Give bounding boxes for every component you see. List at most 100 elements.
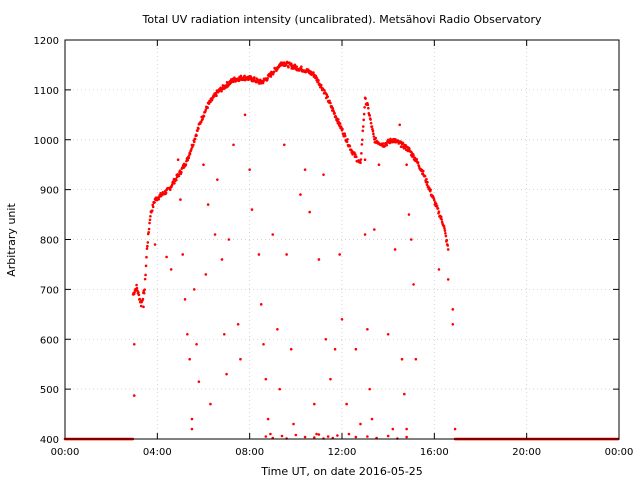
data-point [368, 114, 372, 117]
data-point [401, 141, 405, 145]
data-point [312, 71, 315, 74]
data-point [416, 161, 420, 164]
data-point-outlier [132, 394, 136, 397]
data-point-outlier [282, 143, 286, 147]
data-point [343, 132, 347, 136]
data-point-outlier [239, 357, 242, 361]
data-point-outlier [142, 305, 145, 309]
data-point-low [405, 435, 408, 439]
data-point-outlier [209, 402, 212, 406]
data-point-outlier [236, 322, 240, 326]
data-point [348, 144, 352, 148]
data-point [360, 152, 363, 155]
data-point [362, 112, 366, 116]
data-point-low [280, 434, 284, 438]
data-point [239, 74, 243, 78]
data-point-outlier [220, 258, 224, 261]
data-point [269, 75, 273, 78]
data-point-outlier [197, 380, 201, 383]
data-point-outlier [386, 332, 390, 336]
data-point [271, 72, 275, 76]
data-point [137, 293, 141, 297]
data-point-outlier [329, 377, 332, 381]
data-point [164, 191, 168, 195]
data-point [177, 174, 181, 178]
data-point [372, 132, 375, 136]
y-tick-label: 800 [40, 236, 59, 247]
data-point-outlier [262, 342, 265, 346]
x-axis-label: Time UT, on date 2016-05-25 [260, 465, 423, 478]
data-point-outlier [333, 347, 337, 351]
data-point-outlier [324, 337, 328, 341]
data-point [429, 188, 432, 192]
data-point [196, 129, 199, 132]
y-tick-label: 700 [40, 285, 59, 296]
data-point-outlier [264, 377, 268, 381]
data-point [434, 202, 438, 206]
data-point-outlier [366, 327, 369, 331]
data-point [173, 181, 176, 185]
data-point [254, 80, 258, 84]
data-point [295, 65, 299, 68]
data-point-outlier [303, 168, 307, 171]
data-point-outlier [317, 258, 321, 261]
chart-title: Total UV radiation intensity (uncalibrat… [142, 13, 542, 26]
data-point [443, 229, 447, 232]
grid-lines [65, 40, 619, 439]
x-tick-label: 04:00 [143, 447, 172, 458]
data-point [197, 127, 200, 130]
data-point [237, 79, 241, 82]
data-point-low [366, 435, 369, 438]
data-point [359, 161, 362, 165]
data-point-outlier [266, 417, 270, 421]
data-point [135, 283, 138, 287]
data-point-outlier [347, 432, 351, 436]
data-point-outlier [453, 427, 457, 431]
data-point-outlier [368, 387, 372, 391]
data-point-outlier [299, 193, 302, 196]
data-point [433, 199, 436, 202]
data-point [153, 201, 156, 204]
data-point [142, 291, 146, 295]
data-point-low [386, 434, 390, 438]
data-point [372, 135, 376, 138]
data-point [317, 79, 320, 82]
y-tick-label: 900 [40, 186, 59, 197]
data-point [144, 264, 148, 268]
data-point [338, 122, 342, 125]
data-point-low [294, 433, 298, 437]
data-point-outlier [276, 327, 279, 331]
data-point [323, 89, 326, 92]
data-point [442, 225, 446, 228]
data-point-outlier [393, 248, 397, 251]
data-point-outlier [169, 268, 173, 271]
data-point [415, 158, 419, 161]
data-point-outlier [186, 332, 189, 336]
data-point-outlier [345, 402, 348, 406]
data-point-outlier [271, 233, 275, 236]
data-point [330, 105, 334, 108]
data-point [147, 227, 151, 231]
data-point-outlier [232, 143, 235, 147]
data-point-outlier [363, 158, 367, 161]
data-point-outlier [285, 253, 288, 256]
data-point-outlier [407, 213, 411, 216]
data-point [148, 218, 152, 222]
data-point [148, 221, 151, 225]
data-point-outlier [190, 427, 194, 431]
data-point [369, 121, 373, 125]
data-point [147, 230, 150, 234]
data-point-outlier [153, 243, 157, 246]
data-point-low [313, 436, 316, 439]
data-point [445, 238, 449, 242]
y-tick-label: 600 [40, 335, 59, 346]
data-point [346, 137, 349, 141]
data-point [326, 95, 329, 99]
data-point-outlier [405, 163, 408, 166]
data-point-outlier [289, 347, 293, 351]
data-point [328, 99, 331, 103]
data-point [370, 125, 374, 128]
data-point [145, 255, 148, 259]
data-point-outlier [414, 357, 418, 361]
data-point-outlier [216, 178, 219, 181]
